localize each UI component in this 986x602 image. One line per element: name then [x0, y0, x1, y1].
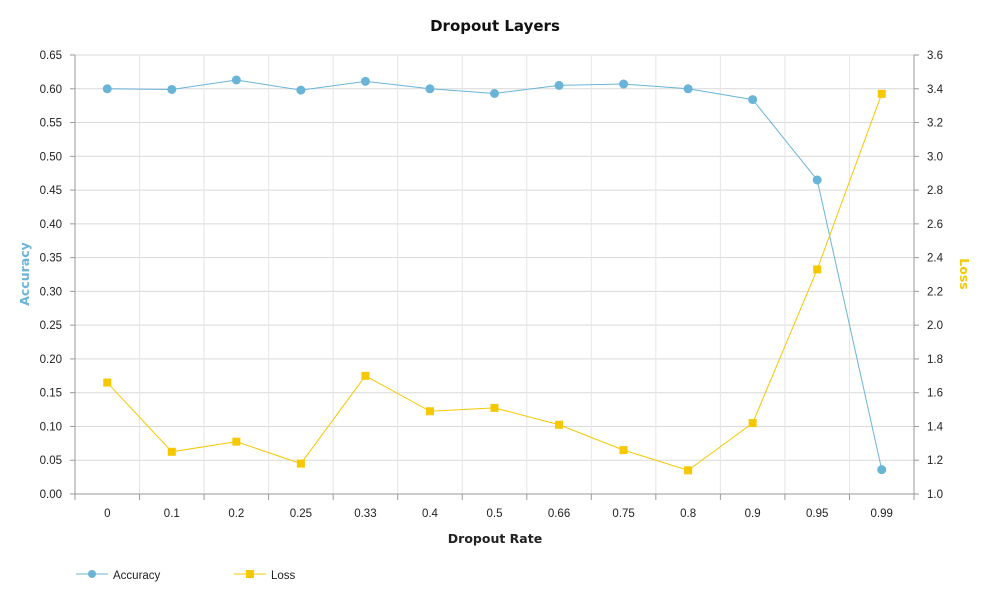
- left-tick-label: 0.15: [40, 388, 62, 400]
- point-loss[interactable]: [555, 420, 564, 429]
- legend-label-accuracy: Accuracy: [113, 570, 161, 582]
- point-loss[interactable]: [103, 378, 112, 387]
- right-tick-label: 2.2: [927, 286, 943, 298]
- point-loss[interactable]: [619, 446, 628, 455]
- x-tick-label: 0.9: [745, 508, 761, 520]
- left-tick-label: 0.00: [40, 489, 62, 501]
- right-tick-label: 2.8: [927, 185, 943, 197]
- left-tick-label: 0.45: [40, 185, 62, 197]
- left-tick-label: 0.40: [40, 219, 62, 231]
- x-tick-label: 0.99: [871, 508, 893, 520]
- point-accuracy[interactable]: [812, 175, 822, 185]
- left-tick-label: 0.10: [40, 421, 62, 433]
- point-accuracy[interactable]: [425, 84, 435, 94]
- point-loss[interactable]: [167, 447, 176, 456]
- x-axis-ticks: 0 0.1 0.2 0.25 0.33 0.4 0.5 0.66 0.75 0.8 0.9 0.95 0…: [74, 494, 915, 520]
- left-axis-title: Accuracy: [17, 242, 32, 306]
- left-tick-label: 0.55: [40, 118, 62, 130]
- point-accuracy[interactable]: [619, 79, 629, 89]
- right-tick-label: 1.8: [927, 354, 943, 366]
- legend-marker-loss: [246, 570, 254, 578]
- point-loss[interactable]: [813, 265, 822, 274]
- left-tick-label: 0.25: [40, 320, 62, 332]
- right-tick-label: 1.0: [927, 489, 943, 501]
- point-accuracy[interactable]: [231, 75, 241, 85]
- series-line-loss: [106, 93, 883, 471]
- chart-title: Dropout Layers: [430, 17, 560, 35]
- right-tick-label: 1.4: [927, 421, 944, 433]
- x-tick-label: 0.33: [354, 508, 376, 520]
- point-accuracy[interactable]: [360, 76, 370, 86]
- point-accuracy[interactable]: [683, 84, 693, 94]
- x-tick-label: 0.1: [164, 508, 180, 520]
- point-accuracy[interactable]: [490, 88, 499, 98]
- x-tick-label: 0.66: [548, 508, 570, 520]
- left-tick-label: 0.65: [40, 50, 62, 62]
- right-tick-label: 3.6: [927, 50, 943, 62]
- series: [102, 75, 887, 475]
- point-loss[interactable]: [232, 437, 241, 446]
- legend: Accuracy Loss: [76, 570, 296, 582]
- right-tick-label: 2.0: [927, 320, 943, 332]
- right-tick-label: 1.6: [927, 388, 943, 400]
- point-accuracy[interactable]: [748, 95, 758, 105]
- x-tick-label: 0.5: [487, 508, 503, 520]
- left-axis-ticks: 0.00 0.05 0.10 0.15 0.20 0.25 0.30 0.35 0.40 0.45…: [40, 50, 75, 501]
- x-tick-label: 0.8: [680, 508, 696, 520]
- right-axis-title: Loss: [957, 258, 972, 289]
- right-tick-label: 3.4: [927, 84, 944, 96]
- point-accuracy[interactable]: [167, 84, 177, 94]
- legend-item-loss[interactable]: Loss: [234, 570, 296, 582]
- point-accuracy[interactable]: [554, 80, 564, 90]
- right-tick-label: 1.2: [927, 455, 943, 467]
- point-loss[interactable]: [361, 371, 370, 380]
- point-loss[interactable]: [296, 459, 305, 468]
- axes: [74, 55, 915, 495]
- left-tick-label: 0.05: [40, 455, 62, 467]
- x-tick-label: 0.75: [612, 508, 634, 520]
- right-tick-label: 3.0: [927, 151, 943, 163]
- legend-label-loss: Loss: [271, 570, 296, 582]
- left-tick-label: 0.35: [40, 253, 62, 265]
- right-tick-label: 2.6: [927, 219, 943, 231]
- x-axis-title: Dropout Rate: [448, 531, 542, 546]
- right-tick-label: 3.2: [927, 118, 943, 130]
- legend-marker-accuracy: [88, 570, 96, 578]
- x-tick-label: 0.2: [228, 508, 244, 520]
- x-tick-label: 0.25: [290, 508, 312, 520]
- point-loss[interactable]: [425, 407, 434, 416]
- left-tick-label: 0.30: [40, 286, 62, 298]
- point-loss[interactable]: [748, 419, 757, 428]
- point-loss[interactable]: [877, 89, 886, 98]
- point-loss[interactable]: [490, 403, 499, 412]
- left-tick-label: 0.20: [40, 354, 62, 366]
- grid: [75, 54, 914, 495]
- right-tick-label: 2.4: [927, 253, 944, 265]
- x-tick-label: 0: [104, 508, 110, 520]
- x-tick-label: 0.95: [806, 508, 828, 520]
- point-accuracy[interactable]: [296, 85, 306, 95]
- left-tick-label: 0.50: [40, 151, 62, 163]
- legend-item-accuracy[interactable]: Accuracy: [76, 570, 161, 582]
- point-accuracy[interactable]: [877, 465, 887, 475]
- x-tick-label: 0.4: [422, 508, 439, 520]
- left-tick-label: 0.60: [40, 84, 62, 96]
- point-loss[interactable]: [684, 466, 693, 475]
- right-axis-ticks: 1.0 1.2 1.4 1.6 1.8 2.0 2.2 2.4 2.6 2.8 3.0 3.2 3.4 3…: [914, 50, 944, 501]
- point-accuracy[interactable]: [102, 84, 112, 94]
